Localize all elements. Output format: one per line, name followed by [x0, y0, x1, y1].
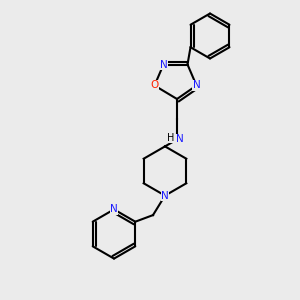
Text: N: N [176, 134, 183, 145]
Text: N: N [160, 59, 167, 70]
Text: N: N [110, 204, 118, 214]
Text: H: H [167, 133, 175, 143]
Text: O: O [150, 80, 159, 91]
Text: N: N [193, 80, 200, 91]
Text: N: N [161, 190, 169, 201]
